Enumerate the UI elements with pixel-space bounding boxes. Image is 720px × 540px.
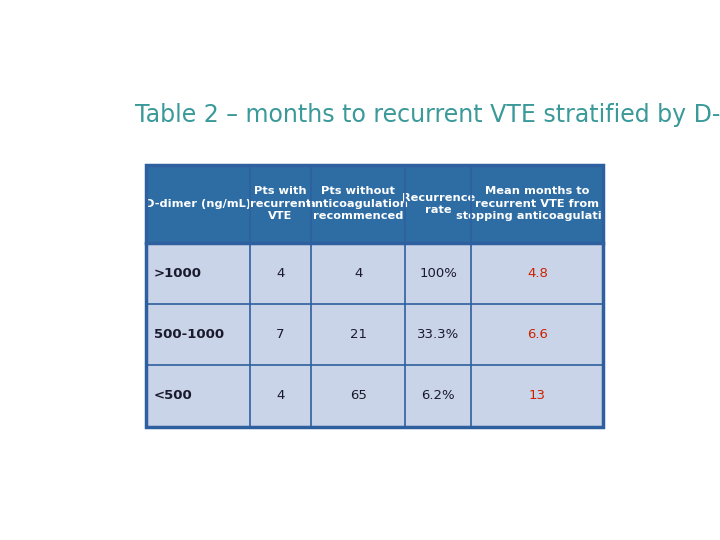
Text: 13: 13 (528, 389, 546, 402)
Text: 6.2%: 6.2% (421, 389, 455, 402)
Text: Pts without
anticoagulation
recommenced: Pts without anticoagulation recommenced (307, 186, 408, 221)
Text: 6.6: 6.6 (527, 328, 548, 341)
Text: Mean months to
recurrent VTE from
stopping anticoagulation: Mean months to recurrent VTE from stoppi… (456, 186, 618, 221)
Text: 4: 4 (276, 267, 284, 280)
FancyBboxPatch shape (145, 366, 603, 427)
Text: Table 2 – months to recurrent VTE stratified by D-dimer: Table 2 – months to recurrent VTE strati… (135, 103, 720, 127)
Text: >1000: >1000 (154, 267, 202, 280)
FancyBboxPatch shape (145, 305, 603, 366)
Text: 4: 4 (276, 389, 284, 402)
Text: 500-1000: 500-1000 (154, 328, 224, 341)
FancyBboxPatch shape (145, 243, 603, 305)
Text: 65: 65 (350, 389, 366, 402)
Text: 33.3%: 33.3% (417, 328, 459, 341)
Text: 100%: 100% (419, 267, 457, 280)
Text: D-dimer (ng/mL): D-dimer (ng/mL) (145, 199, 251, 209)
Text: 7: 7 (276, 328, 284, 341)
Text: Recurrence
rate: Recurrence rate (402, 193, 475, 215)
Text: Pts with
recurrent
VTE: Pts with recurrent VTE (250, 186, 311, 221)
FancyBboxPatch shape (145, 165, 603, 243)
Text: 4.8: 4.8 (527, 267, 548, 280)
Text: <500: <500 (154, 389, 193, 402)
Text: 4: 4 (354, 267, 362, 280)
Text: 21: 21 (350, 328, 366, 341)
